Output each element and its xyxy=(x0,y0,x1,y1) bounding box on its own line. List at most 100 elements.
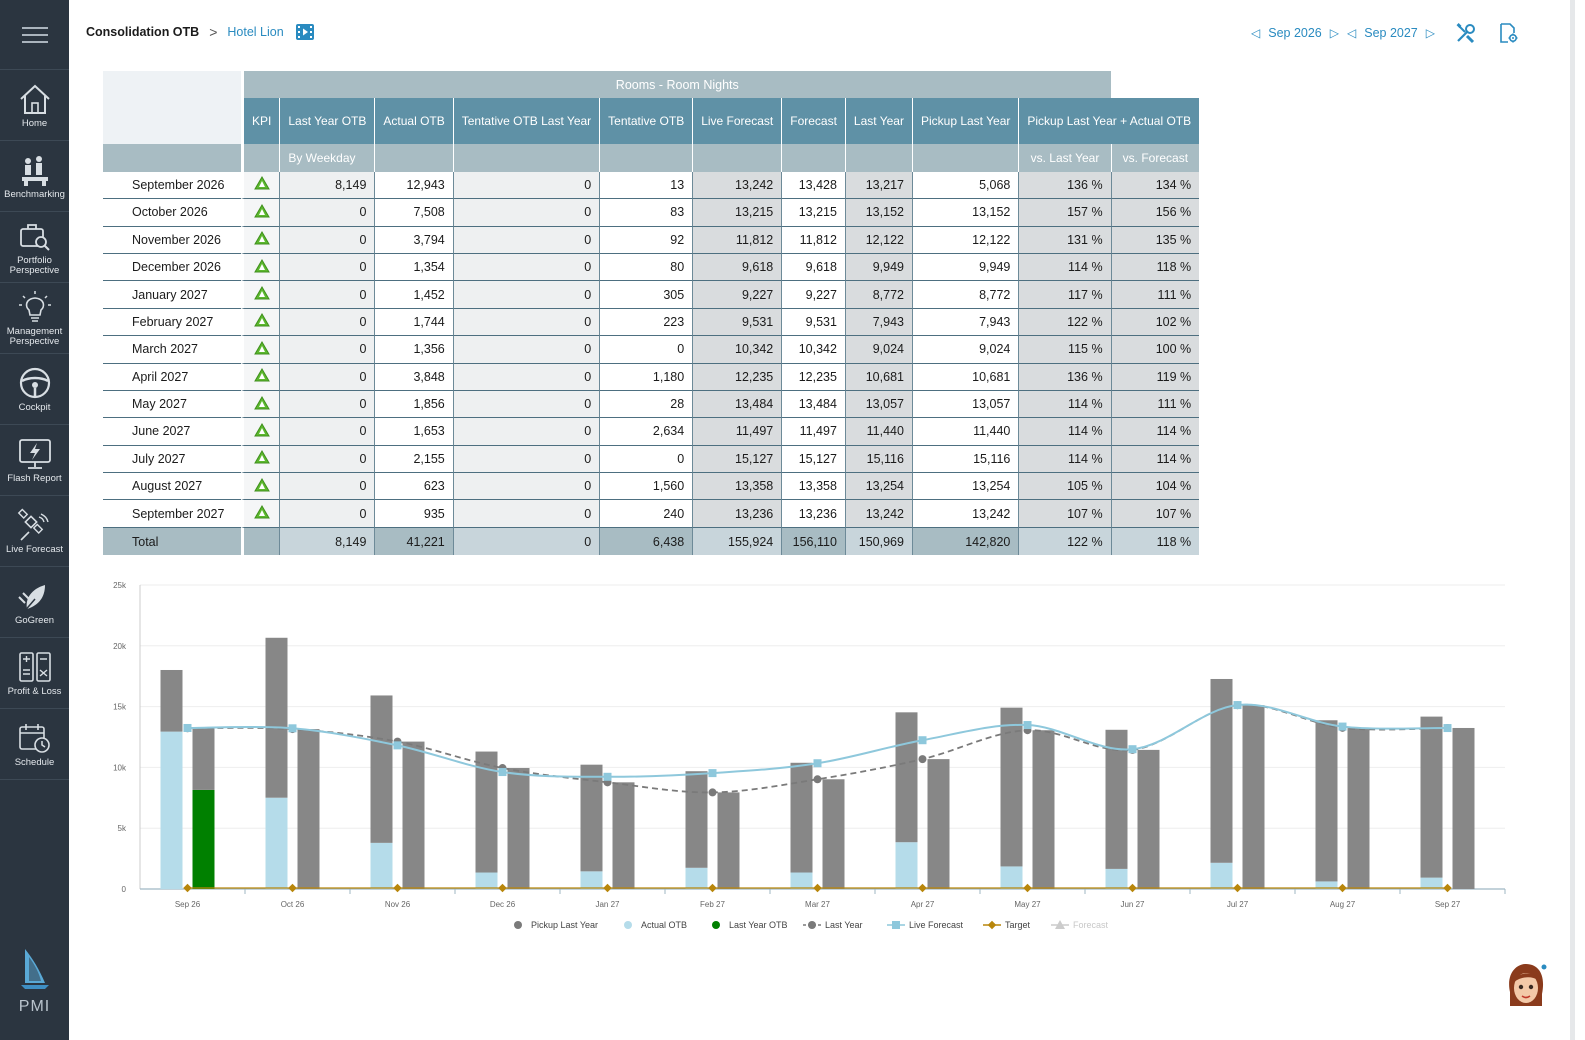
prev-from-arrow-icon[interactable]: ◁ xyxy=(1251,26,1260,40)
tools-icon[interactable] xyxy=(1455,22,1477,44)
x-tick-label: Feb 27 xyxy=(700,900,725,909)
next-from-arrow-icon[interactable]: ▷ xyxy=(1330,26,1339,40)
breadcrumb-root[interactable]: Consolidation OTB xyxy=(86,25,199,39)
point-last-year xyxy=(709,788,717,796)
bar-actual-otb xyxy=(1211,863,1233,889)
briefcase-search-icon xyxy=(17,219,53,253)
table-cell: 9,618 xyxy=(692,254,781,281)
kpi-up-triangle-icon xyxy=(254,396,270,410)
column-header-forecast[interactable]: Forecast xyxy=(781,98,845,144)
date-from[interactable]: Sep 2026 xyxy=(1268,26,1322,40)
column-header-tentative-otb[interactable]: Tentative OTB xyxy=(599,98,692,144)
table-row[interactable]: November 2026 0 3,794 0 92 11,812 11,812 12,122… xyxy=(103,227,1199,254)
sidebar-item-management-perspective[interactable]: Management Perspective xyxy=(0,283,69,354)
table-cell: 136 % xyxy=(1018,364,1110,391)
subheader-blank xyxy=(912,144,1018,171)
table-cell: 13,428 xyxy=(781,172,845,199)
column-header-last-year-otb[interactable]: Last Year OTB xyxy=(279,98,374,144)
column-header-kpi[interactable]: KPI xyxy=(241,98,279,144)
table-cell: 131 % xyxy=(1018,227,1110,254)
table-cell: 111 % xyxy=(1111,281,1200,308)
hamburger-menu-button[interactable] xyxy=(0,0,69,70)
total-cell: 0 xyxy=(453,528,599,555)
x-tick-label: Sep 26 xyxy=(175,900,201,909)
table-row[interactable]: May 2027 0 1,856 0 28 13,484 13,484 13,057 13,05… xyxy=(103,391,1199,418)
sidebar-item-live-forecast[interactable]: Live Forecast xyxy=(0,496,69,567)
table-cell: 119 % xyxy=(1111,364,1200,391)
sidebar-item-label: Flash Report xyxy=(7,474,61,484)
table-cell: 1,653 xyxy=(374,418,452,445)
scrollbar[interactable] xyxy=(1570,0,1575,1040)
point-live-forecast xyxy=(1234,701,1242,709)
table-row[interactable]: February 2027 0 1,744 0 223 9,531 9,531 7,943 7,… xyxy=(103,309,1199,336)
column-header-pickup-last-year[interactable]: Pickup Last Year xyxy=(912,98,1018,144)
table-row[interactable]: June 2027 0 1,653 0 2,634 11,497 11,497 11,440 1… xyxy=(103,418,1199,445)
hamburger-icon xyxy=(22,26,48,44)
bar-last-year-otb xyxy=(193,790,215,889)
kpi-up-triangle-icon xyxy=(254,450,270,464)
kpi-up-triangle-icon xyxy=(254,313,270,327)
date-to[interactable]: Sep 2027 xyxy=(1364,26,1418,40)
table-row[interactable]: March 2027 0 1,356 0 0 10,342 10,342 9,024 9,024… xyxy=(103,336,1199,363)
bar-pickup-last-year-2 xyxy=(193,728,215,790)
subheader-vs-last-year: vs. Last Year xyxy=(1018,144,1110,171)
next-to-arrow-icon[interactable]: ▷ xyxy=(1426,26,1435,40)
table-cell: 0 xyxy=(279,500,374,527)
table-row[interactable]: April 2027 0 3,848 0 1,180 12,235 12,235 10,681… xyxy=(103,364,1199,391)
table-cell: 111 % xyxy=(1111,391,1200,418)
breadcrumb-hotel[interactable]: Hotel Lion xyxy=(227,25,283,39)
subheader-by-weekday[interactable]: By Weekday xyxy=(279,144,374,171)
table-cell: 13,254 xyxy=(912,473,1018,500)
table-cell: 92 xyxy=(599,227,692,254)
table-row[interactable]: January 2027 0 1,452 0 305 9,227 9,227 8,772 8,7… xyxy=(103,281,1199,308)
total-cell: 156,110 xyxy=(781,528,845,555)
column-header-live-forecast[interactable]: Live Forecast xyxy=(692,98,781,144)
column-header-pickup-plus-actual[interactable]: Pickup Last Year + Actual OTB xyxy=(1018,98,1199,144)
video-icon[interactable] xyxy=(296,24,314,40)
table-cell: 114 % xyxy=(1018,254,1110,281)
legend-live-forecast-label[interactable]: Live Forecast xyxy=(909,920,964,930)
legend-actual-otb-marker xyxy=(624,921,632,929)
legend-last-year-otb-label[interactable]: Last Year OTB xyxy=(729,920,788,930)
prev-to-arrow-icon[interactable]: ◁ xyxy=(1347,26,1356,40)
table-cell: 9,949 xyxy=(912,254,1018,281)
table-cell: 118 % xyxy=(1111,254,1200,281)
header: Consolidation OTB > Hotel Lion ◁ Sep 202… xyxy=(69,0,1559,64)
legend-pickup-last-year-label[interactable]: Pickup Last Year xyxy=(531,920,598,930)
point-live-forecast xyxy=(919,736,927,744)
table-row[interactable]: July 2027 0 2,155 0 0 15,127 15,127 15,116 15,11… xyxy=(103,446,1199,473)
sidebar-item-gogreen[interactable]: GoGreen xyxy=(0,567,69,638)
kpi-up-triangle-icon xyxy=(254,505,270,519)
table-cell: 623 xyxy=(374,473,452,500)
sidebar-item-home[interactable]: Home xyxy=(0,70,69,141)
sidebar-item-benchmarking[interactable]: Benchmarking xyxy=(0,141,69,212)
assistant-avatar[interactable] xyxy=(1504,962,1548,1010)
bar-actual-otb xyxy=(161,732,183,889)
legend-forecast-label[interactable]: Forecast xyxy=(1073,920,1109,930)
table-cell: 0 xyxy=(599,336,692,363)
kpi-up-triangle-icon xyxy=(254,368,270,382)
sidebar-item-cockpit[interactable]: Cockpit xyxy=(0,354,69,425)
legend-target-label[interactable]: Target xyxy=(1005,920,1031,930)
column-header-last-year[interactable]: Last Year xyxy=(845,98,912,144)
legend-last-year-label[interactable]: Last Year xyxy=(825,920,863,930)
table-cell: 117 % xyxy=(1018,281,1110,308)
sidebar-item-label: Schedule xyxy=(15,758,55,768)
table-row[interactable]: September 2026 8,149 12,943 0 13 13,242 13,428… xyxy=(103,172,1199,199)
table-row[interactable]: August 2027 0 623 0 1,560 13,358 13,358 13,254 1… xyxy=(103,473,1199,500)
table-cell: 8,772 xyxy=(912,281,1018,308)
legend-actual-otb-label[interactable]: Actual OTB xyxy=(641,920,687,930)
table-row[interactable]: September 2027 0 935 0 240 13,236 13,236 13,242… xyxy=(103,500,1199,527)
sidebar-item-profit-loss[interactable]: Profit & Loss xyxy=(0,638,69,709)
table-row[interactable]: October 2026 0 7,508 0 83 13,215 13,215 13,152 1… xyxy=(103,199,1199,226)
page-settings-icon[interactable] xyxy=(1497,22,1519,44)
column-header-tentative-otb-last-year[interactable]: Tentative OTB Last Year xyxy=(453,98,599,144)
table-row[interactable]: December 2026 0 1,354 0 80 9,618 9,618 9,949 9,9… xyxy=(103,254,1199,281)
table-cell: 1,856 xyxy=(374,391,452,418)
column-header-actual-otb[interactable]: Actual OTB xyxy=(374,98,452,144)
sidebar-item-portfolio-perspective[interactable]: Portfolio Perspective xyxy=(0,212,69,283)
table-cell: 9,227 xyxy=(692,281,781,308)
sidebar-item-flash-report[interactable]: Flash Report xyxy=(0,425,69,496)
sidebar-item-schedule[interactable]: Schedule xyxy=(0,709,69,780)
calendar-clock-icon xyxy=(17,721,53,755)
